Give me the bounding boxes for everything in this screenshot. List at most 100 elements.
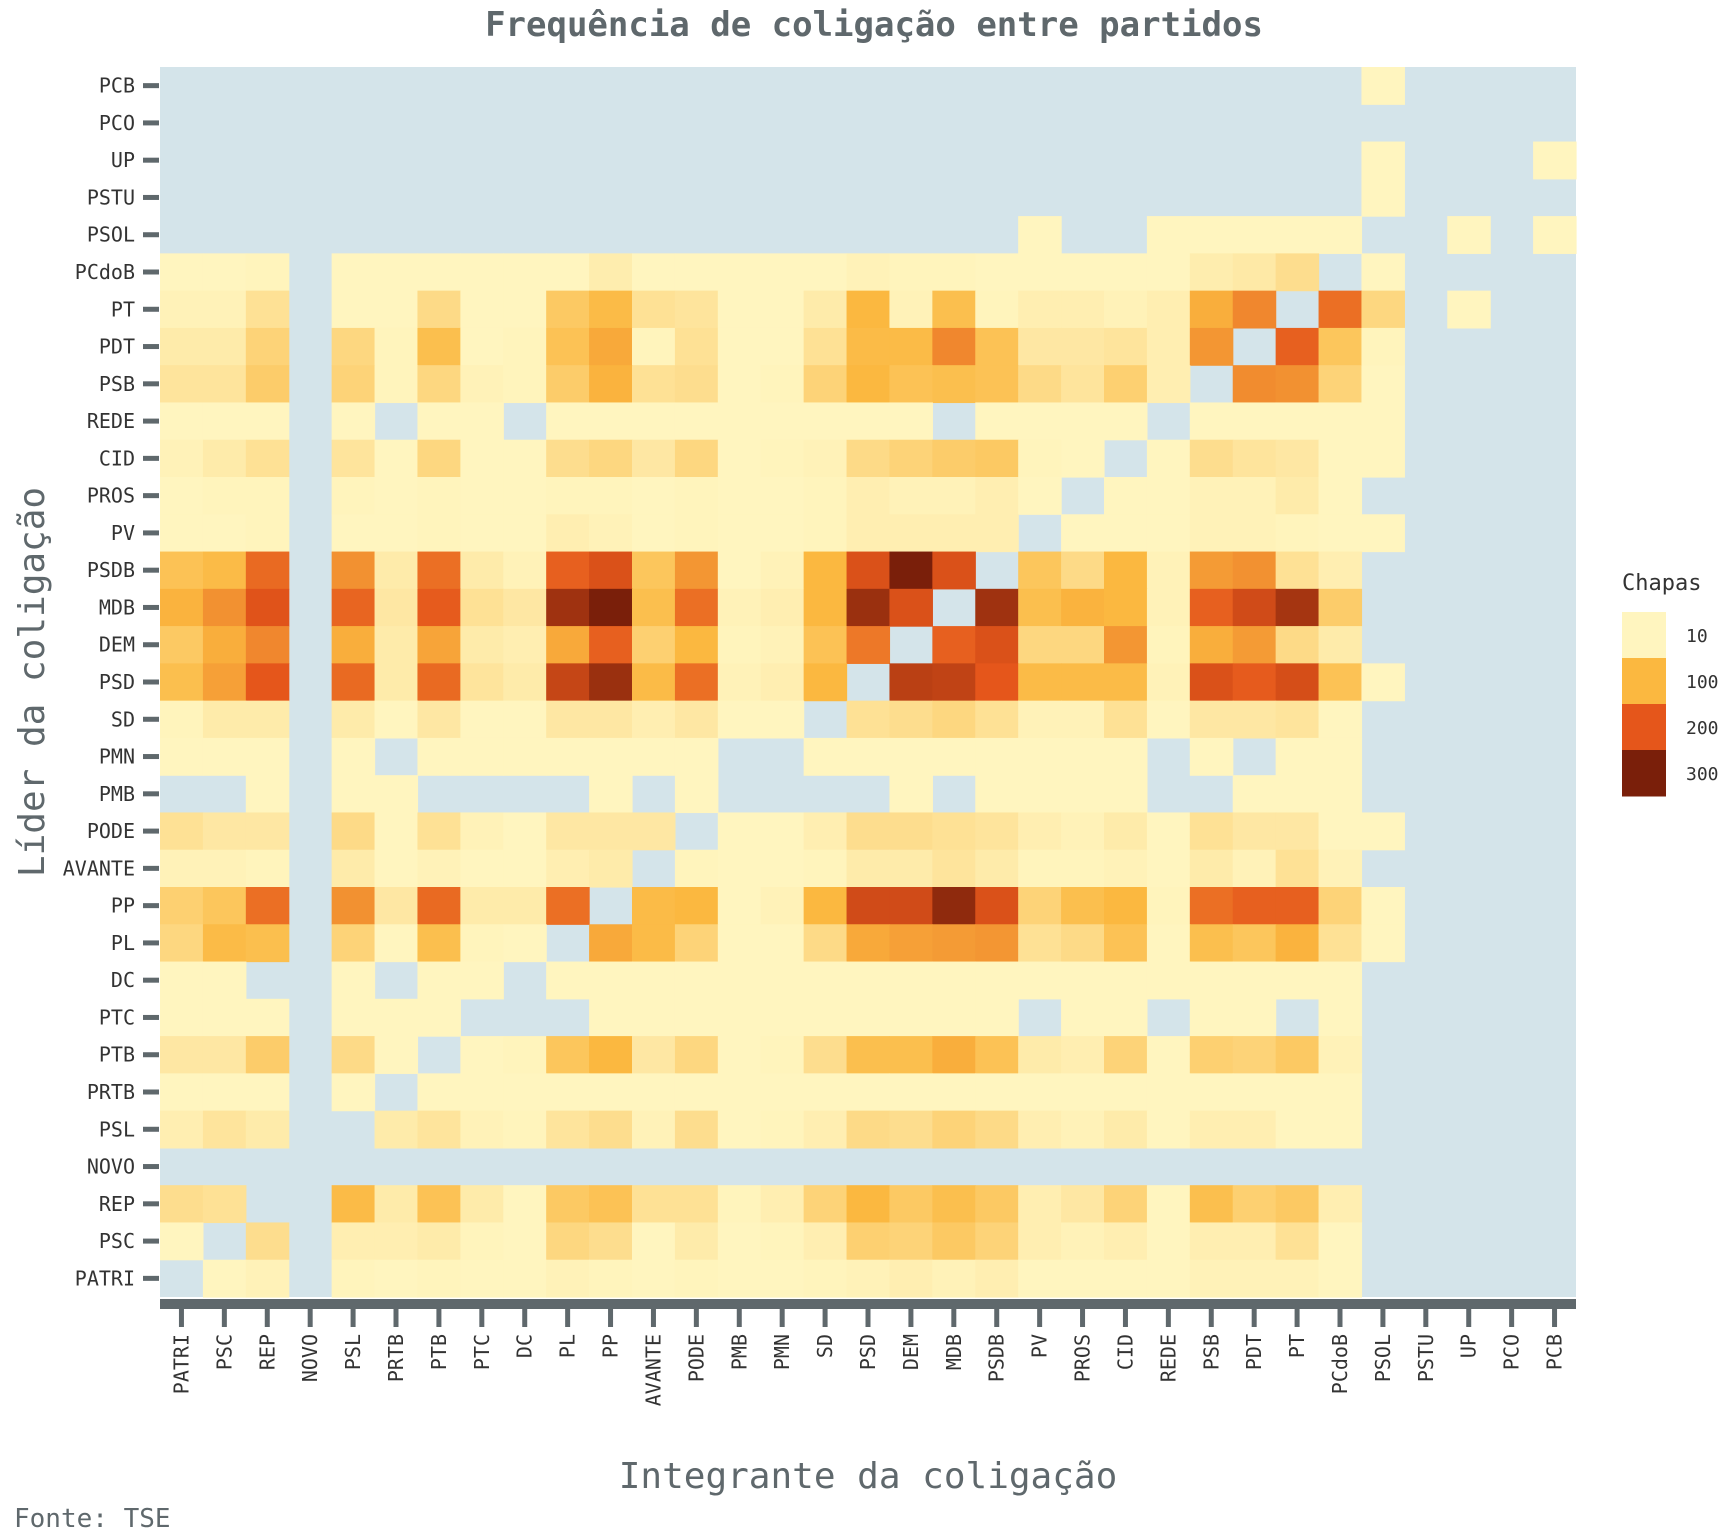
y-tick bbox=[143, 791, 159, 797]
heatmap-cell bbox=[546, 514, 590, 553]
heatmap-cell bbox=[717, 253, 762, 292]
heatmap-cell bbox=[460, 327, 504, 366]
heatmap-cell bbox=[1189, 477, 1234, 515]
heatmap-cell bbox=[331, 1185, 376, 1224]
heatmap-cell bbox=[1275, 402, 1320, 441]
heatmap-cell bbox=[975, 290, 1019, 329]
heatmap-cell bbox=[1104, 998, 1148, 1037]
heatmap-cell bbox=[1275, 849, 1320, 888]
heatmap-cell bbox=[632, 1036, 676, 1074]
heatmap-cell bbox=[674, 849, 719, 888]
heatmap-cell bbox=[1275, 551, 1320, 590]
heatmap-cell bbox=[1361, 812, 1405, 851]
heatmap-cell bbox=[1318, 849, 1363, 888]
heatmap-cell bbox=[717, 887, 762, 925]
heatmap-cell bbox=[202, 663, 247, 702]
heatmap-cell bbox=[417, 477, 461, 515]
heatmap-cell bbox=[1061, 775, 1105, 814]
heatmap-cell bbox=[546, 365, 590, 404]
heatmap-cell bbox=[1275, 514, 1320, 553]
heatmap-cell bbox=[331, 1036, 376, 1074]
y-tick-label: PSOL bbox=[87, 223, 135, 247]
heatmap-cell bbox=[1189, 700, 1234, 739]
heatmap-cell bbox=[1018, 1036, 1062, 1074]
heatmap-cell bbox=[546, 737, 590, 776]
heatmap-cell bbox=[1018, 327, 1062, 366]
x-axis-line bbox=[160, 1299, 1576, 1309]
heatmap-cell bbox=[803, 737, 848, 776]
heatmap-cell bbox=[1189, 1185, 1234, 1224]
x-tick bbox=[608, 1309, 614, 1327]
heatmap-cell bbox=[1104, 663, 1148, 702]
heatmap-cell bbox=[889, 1259, 933, 1298]
heatmap-cell bbox=[1189, 849, 1234, 888]
heatmap-cell bbox=[1318, 1185, 1363, 1224]
heatmap-cell bbox=[1533, 141, 1577, 180]
x-tick bbox=[779, 1309, 785, 1327]
heatmap-cell bbox=[846, 737, 891, 776]
x-tick bbox=[479, 1309, 485, 1327]
heatmap-cell bbox=[1275, 775, 1320, 814]
heatmap-cell bbox=[245, 924, 290, 963]
heatmap-cell bbox=[503, 849, 547, 888]
y-tick bbox=[143, 567, 159, 573]
y-tick-label: PSTU bbox=[87, 185, 135, 209]
heatmap-cell bbox=[1061, 551, 1105, 590]
heatmap-cell bbox=[889, 961, 933, 1000]
heatmap-cell bbox=[674, 998, 719, 1037]
heatmap-cell bbox=[589, 1222, 633, 1261]
heatmap-cell bbox=[160, 477, 204, 515]
x-tick-label: PRTB bbox=[384, 1334, 408, 1382]
y-tick-label: PSDB bbox=[87, 558, 135, 582]
heatmap-cell bbox=[202, 1073, 247, 1112]
heatmap-cell bbox=[546, 626, 590, 664]
heatmap-cell bbox=[245, 998, 290, 1037]
heatmap-cell bbox=[1061, 1036, 1105, 1074]
heatmap-cell bbox=[1189, 253, 1234, 292]
heatmap-cell bbox=[1146, 700, 1191, 739]
heatmap-cell bbox=[760, 402, 805, 441]
heatmap-cell bbox=[589, 402, 633, 441]
heatmap-cell bbox=[1275, 887, 1320, 925]
heatmap-cell bbox=[331, 1259, 376, 1298]
heatmap-cell bbox=[374, 700, 419, 739]
heatmap-cell bbox=[632, 327, 676, 366]
heatmap-cell bbox=[1275, 1073, 1320, 1112]
y-tick-label: PCB bbox=[99, 74, 135, 98]
heatmap-cell bbox=[245, 327, 290, 366]
heatmap-cell bbox=[1361, 178, 1405, 217]
heatmap-cell bbox=[546, 961, 590, 1000]
x-tick-label: PSOL bbox=[1371, 1334, 1395, 1382]
legend: Chapas 10 100 200 300 bbox=[1622, 571, 1719, 797]
heatmap-cell bbox=[1018, 775, 1062, 814]
x-tick bbox=[1294, 1309, 1300, 1327]
heatmap-cell bbox=[245, 1110, 290, 1149]
x-tick-label: NOVO bbox=[298, 1334, 322, 1382]
heatmap-cell bbox=[460, 1036, 504, 1074]
heatmap-cell bbox=[674, 626, 719, 664]
heatmap-cell bbox=[760, 887, 805, 925]
heatmap-cell bbox=[1232, 626, 1277, 664]
heatmap-cell bbox=[160, 290, 204, 329]
heatmap-cell bbox=[846, 887, 891, 925]
y-tick bbox=[143, 1275, 159, 1281]
x-tick bbox=[693, 1309, 699, 1327]
heatmap-cell bbox=[1232, 290, 1277, 329]
heatmap-cell bbox=[975, 1222, 1019, 1261]
heatmap-cell bbox=[674, 514, 719, 553]
heatmap-cell bbox=[932, 327, 976, 366]
heatmap-cell bbox=[417, 253, 461, 292]
heatmap-cell bbox=[331, 849, 376, 888]
heatmap-cell bbox=[546, 849, 590, 888]
heatmap-cell bbox=[932, 439, 976, 478]
heatmap-cell bbox=[503, 439, 547, 478]
heatmap-cell bbox=[889, 1110, 933, 1149]
heatmap-cell bbox=[674, 1036, 719, 1074]
heatmap-cell bbox=[374, 514, 419, 553]
heatmap-cell bbox=[160, 700, 204, 739]
heatmap-cell bbox=[1318, 737, 1363, 776]
heatmap-cell bbox=[975, 1259, 1019, 1298]
heatmap-cell bbox=[803, 290, 848, 329]
heatmap-cell bbox=[374, 1222, 419, 1261]
heatmap-cell bbox=[589, 998, 633, 1037]
